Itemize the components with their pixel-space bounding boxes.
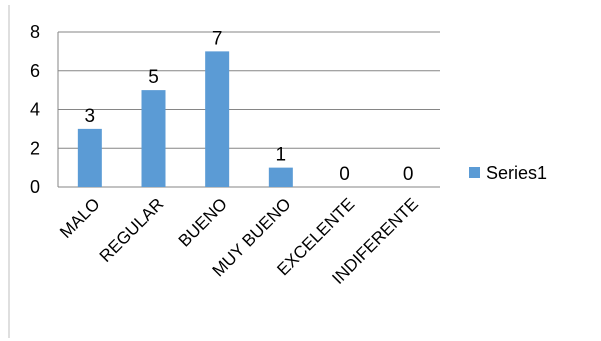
- data-label: 7: [212, 28, 223, 49]
- data-label: 1: [276, 145, 287, 166]
- bar-series: [77, 51, 293, 187]
- legend: Series1: [469, 163, 547, 183]
- bar-bueno: [205, 51, 230, 187]
- x-tick-label: BUENO: [175, 194, 231, 250]
- data-label: 0: [339, 164, 350, 185]
- x-tick-label: REGULAR: [96, 194, 168, 266]
- y-axis-ticks: 0 2 4 6 8: [30, 22, 40, 197]
- y-tick-label: 2: [30, 138, 40, 158]
- y-tick-label: 4: [30, 100, 40, 120]
- bar-malo: [77, 128, 102, 187]
- y-tick-label: 6: [30, 61, 40, 81]
- data-label: 0: [403, 164, 414, 185]
- bar-muy-bueno: [268, 167, 293, 187]
- gridlines: [57, 31, 440, 188]
- legend-swatch: [469, 167, 480, 178]
- data-label: 3: [85, 106, 96, 127]
- data-labels: 3 5 7 1 0 0: [85, 28, 414, 185]
- data-label: 5: [148, 67, 159, 88]
- y-tick-label: 8: [30, 22, 40, 42]
- x-tick-label: MALO: [56, 194, 104, 242]
- y-tick-label: 0: [30, 177, 40, 197]
- legend-entry-series1: Series1: [486, 163, 547, 183]
- bar-regular: [141, 90, 166, 187]
